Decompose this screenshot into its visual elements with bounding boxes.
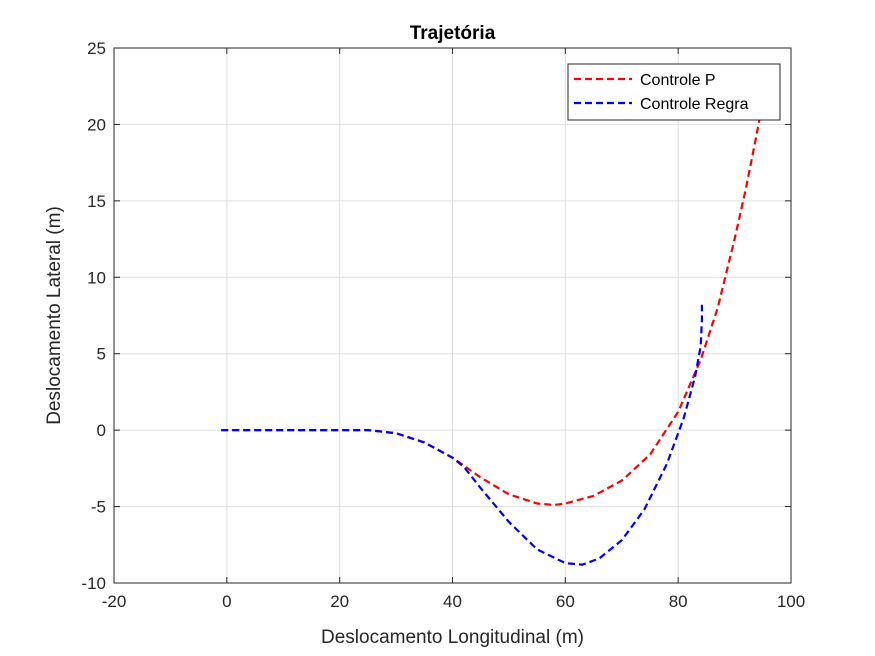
x-tick-label: 0 [222,592,231,611]
series-line-controle-regra [221,304,704,566]
y-tick-labels: -10 -5 0 5 10 15 20 25 [81,39,791,593]
x-tick-label: 40 [443,592,462,611]
chart-title: Trajetória [410,23,496,44]
y-tick-label: -5 [91,498,106,517]
x-tick-label: -20 [102,592,127,611]
x-tick-label: 100 [777,592,805,611]
x-tick-label: 60 [556,592,575,611]
y-tick-label: 15 [87,192,106,211]
y-tick-label: 0 [97,421,106,440]
legend-entry: Controle P [640,72,716,89]
x-tick-label: 20 [330,592,349,611]
y-tick-label: 25 [87,39,106,58]
y-axis-label: Deslocamento Lateral (m) [44,206,65,425]
y-tick-label: 5 [97,345,106,364]
x-tick-label: 80 [669,592,688,611]
legend-entry: Controle Regra [640,96,749,113]
y-tick-label: 10 [87,268,106,287]
x-axis-label: Deslocamento Longitudinal (m) [321,627,584,648]
x-tick-labels: -20 0 20 40 60 80 100 [102,48,805,611]
series-group [221,101,764,566]
legend: Controle P Controle Regra [567,63,781,121]
y-tick-label: -10 [81,574,106,593]
y-tick-label: 20 [87,115,106,134]
legend-box [567,63,781,121]
